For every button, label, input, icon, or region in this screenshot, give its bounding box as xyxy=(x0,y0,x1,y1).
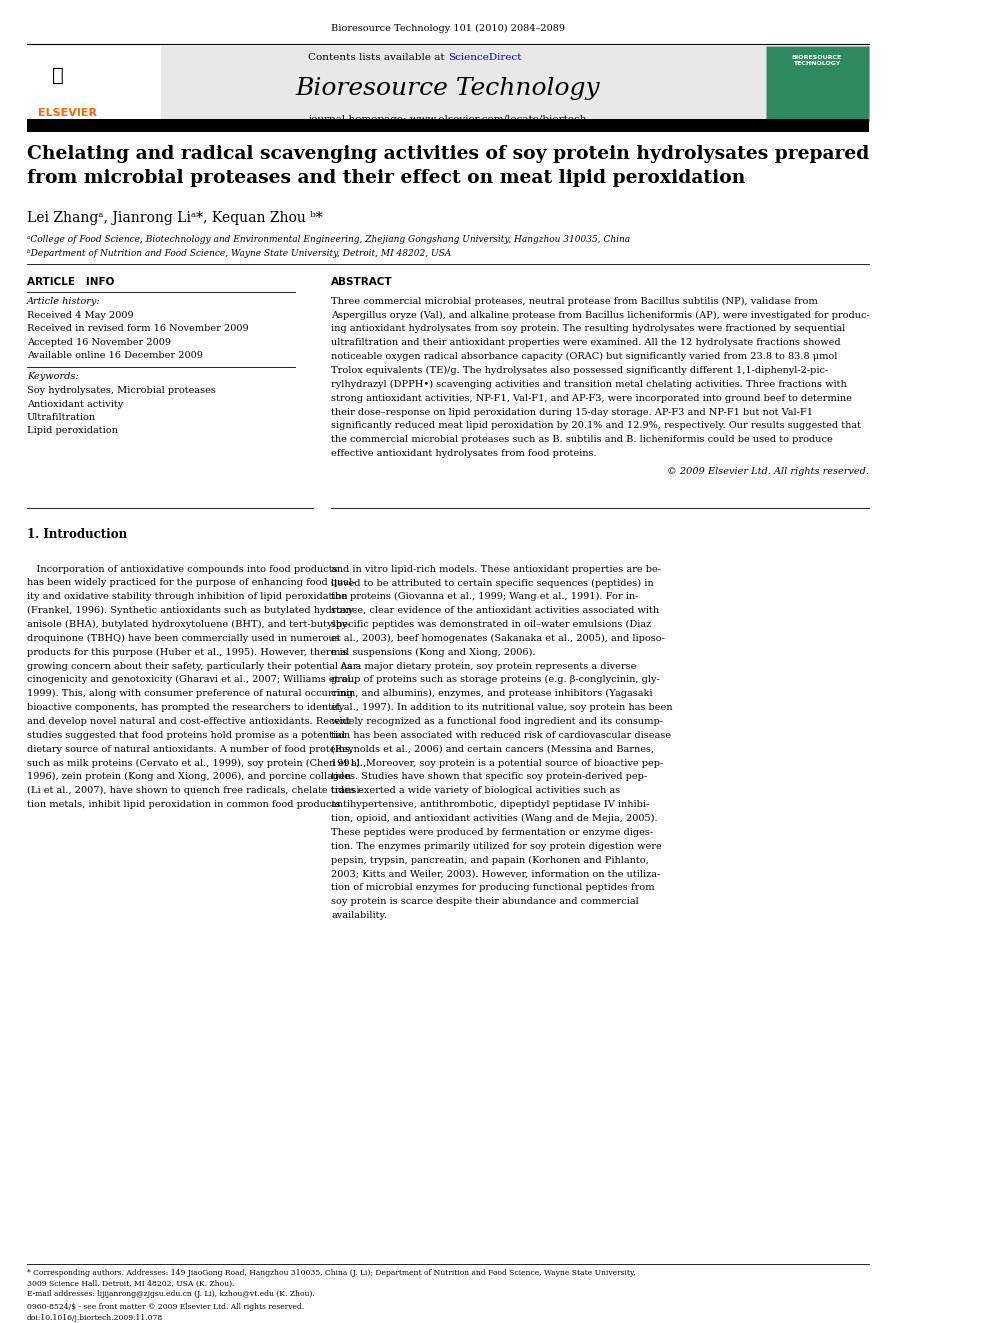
Text: soy protein is scarce despite their abundance and commercial: soy protein is scarce despite their abun… xyxy=(331,897,639,906)
Text: Lipid peroxidation: Lipid peroxidation xyxy=(27,426,118,435)
Text: rylhydrazyl (DPPH•) scavenging activities and transition metal chelating activit: rylhydrazyl (DPPH•) scavenging activitie… xyxy=(331,380,847,389)
Text: tides. Studies have shown that specific soy protein-derived pep-: tides. Studies have shown that specific … xyxy=(331,773,648,782)
Text: anisole (BHA), butylated hydroxytoluene (BHT), and tert-butylhy-: anisole (BHA), butylated hydroxytoluene … xyxy=(27,620,350,630)
Text: ABSTRACT: ABSTRACT xyxy=(331,277,393,287)
Text: et al., 2003), beef homogenates (Sakanaka et al., 2005), and liposo-: et al., 2003), beef homogenates (Sakanak… xyxy=(331,634,666,643)
Text: studies suggested that food proteins hold promise as a potential: studies suggested that food proteins hol… xyxy=(27,730,345,740)
Text: lieved to be attributed to certain specific sequences (peptides) in: lieved to be attributed to certain speci… xyxy=(331,578,654,587)
Text: availability.: availability. xyxy=(331,910,387,919)
Text: cinogenicity and genotoxicity (Gharavi et al., 2007; Williams et al.,: cinogenicity and genotoxicity (Gharavi e… xyxy=(27,675,356,684)
Text: stance, clear evidence of the antioxidant activities associated with: stance, clear evidence of the antioxidan… xyxy=(331,606,660,615)
Text: antihypertensive, antithrombotic, dipeptidyl peptidase IV inhibi-: antihypertensive, antithrombotic, dipept… xyxy=(331,800,650,810)
Text: their dose–response on lipid peroxidation during 15-day storage. AP-F3 and NP-F1: their dose–response on lipid peroxidatio… xyxy=(331,407,813,417)
Text: tion metals, inhibit lipid peroxidation in common food products: tion metals, inhibit lipid peroxidation … xyxy=(27,800,340,810)
Text: 1996), zein protein (Kong and Xiong, 2006), and porcine collagen: 1996), zein protein (Kong and Xiong, 200… xyxy=(27,773,351,782)
Text: © 2009 Elsevier Ltd. All rights reserved.: © 2009 Elsevier Ltd. All rights reserved… xyxy=(667,467,869,476)
Text: As a major dietary protein, soy protein represents a diverse: As a major dietary protein, soy protein … xyxy=(331,662,637,671)
Text: widely recognized as a functional food ingredient and its consump-: widely recognized as a functional food i… xyxy=(331,717,664,726)
Text: Keywords:: Keywords: xyxy=(27,372,78,381)
FancyBboxPatch shape xyxy=(27,119,869,132)
Text: the proteins (Giovanna et al., 1999; Wang et al., 1991). For in-: the proteins (Giovanna et al., 1999; Wan… xyxy=(331,593,639,602)
Text: Accepted 16 November 2009: Accepted 16 November 2009 xyxy=(27,337,171,347)
Text: Chelating and radical scavenging activities of soy protein hydrolysates prepared: Chelating and radical scavenging activit… xyxy=(27,146,869,187)
Text: mal suspensions (Kong and Xiong, 2006).: mal suspensions (Kong and Xiong, 2006). xyxy=(331,648,536,656)
Text: Ultrafiltration: Ultrafiltration xyxy=(27,413,96,422)
Text: journal homepage: www.elsevier.com/locate/biortech: journal homepage: www.elsevier.com/locat… xyxy=(309,115,587,124)
Text: cinin, and albumins), enzymes, and protease inhibitors (Yagasaki: cinin, and albumins), enzymes, and prote… xyxy=(331,689,653,699)
Text: (Frankel, 1996). Synthetic antioxidants such as butylated hydroxy-: (Frankel, 1996). Synthetic antioxidants … xyxy=(27,606,356,615)
Text: droquinone (TBHQ) have been commercially used in numerous: droquinone (TBHQ) have been commercially… xyxy=(27,634,339,643)
Text: Three commercial microbial proteases, neutral protease from Bacillus subtilis (N: Three commercial microbial proteases, ne… xyxy=(331,296,818,306)
Text: doi:10.1016/j.biortech.2009.11.078: doi:10.1016/j.biortech.2009.11.078 xyxy=(27,1314,163,1322)
Text: ity and oxidative stability through inhibition of lipid peroxidation: ity and oxidative stability through inhi… xyxy=(27,593,347,601)
Text: has been widely practiced for the purpose of enhancing food qual-: has been widely practiced for the purpos… xyxy=(27,578,355,587)
Text: ᵇDepartment of Nutrition and Food Science, Wayne State University, Detroit, MI 4: ᵇDepartment of Nutrition and Food Scienc… xyxy=(27,249,451,258)
Text: Lei Zhangᵃ, Jianrong Liᵃ*, Kequan Zhou ᵇ*: Lei Zhangᵃ, Jianrong Liᵃ*, Kequan Zhou ᵇ… xyxy=(27,212,322,225)
FancyBboxPatch shape xyxy=(766,46,869,122)
Text: ing antioxidant hydrolysates from soy protein. The resulting hydrolysates were f: ing antioxidant hydrolysates from soy pr… xyxy=(331,324,845,333)
Text: 2003; Kitts and Weiler, 2003). However, information on the utiliza-: 2003; Kitts and Weiler, 2003). However, … xyxy=(331,869,661,878)
Text: tion, opioid, and antioxidant activities (Wang and de Mejia, 2005).: tion, opioid, and antioxidant activities… xyxy=(331,814,658,823)
Text: group of proteins such as storage proteins (e.g. β-conglycinin, gly-: group of proteins such as storage protei… xyxy=(331,675,660,684)
FancyBboxPatch shape xyxy=(27,46,869,122)
Text: Bioresource Technology: Bioresource Technology xyxy=(296,77,600,99)
Text: strong antioxidant activities, NP-F1, Val-F1, and AP-F3, were incorporated into : strong antioxidant activities, NP-F1, Va… xyxy=(331,394,852,402)
Text: (Li et al., 2007), have shown to quench free radicals, chelate transi-: (Li et al., 2007), have shown to quench … xyxy=(27,786,363,795)
Text: significantly reduced meat lipid peroxidation by 20.1% and 12.9%, respectively. : significantly reduced meat lipid peroxid… xyxy=(331,422,861,430)
Text: 0960-8524/$ - see front matter © 2009 Elsevier Ltd. All rights reserved.: 0960-8524/$ - see front matter © 2009 El… xyxy=(27,1303,305,1311)
Text: Received in revised form 16 November 2009: Received in revised form 16 November 200… xyxy=(27,324,248,333)
Text: 1. Introduction: 1. Introduction xyxy=(27,528,127,541)
Text: growing concern about their safety, particularly their potential car-: growing concern about their safety, part… xyxy=(27,662,360,671)
Text: 🌳: 🌳 xyxy=(53,66,64,85)
Text: tion. The enzymes primarily utilized for soy protein digestion were: tion. The enzymes primarily utilized for… xyxy=(331,841,662,851)
Text: tion of microbial enzymes for producing functional peptides from: tion of microbial enzymes for producing … xyxy=(331,884,655,892)
Text: products for this purpose (Huber et al., 1995). However, there is: products for this purpose (Huber et al.,… xyxy=(27,648,347,656)
Text: the commercial microbial proteases such as B. subtilis and B. licheniformis coul: the commercial microbial proteases such … xyxy=(331,435,833,445)
Text: These peptides were produced by fermentation or enzyme diges-: These peptides were produced by fermenta… xyxy=(331,828,654,836)
Text: Contents lists available at: Contents lists available at xyxy=(308,53,447,62)
Text: and in vitro lipid-rich models. These antioxidant properties are be-: and in vitro lipid-rich models. These an… xyxy=(331,565,662,574)
Text: ELSEVIER: ELSEVIER xyxy=(38,108,96,118)
Text: E-mail addresses: lijijanrong@zjgsu.edu.cn (J. Li), kzhou@vt.edu (K. Zhou).: E-mail addresses: lijijanrong@zjgsu.edu.… xyxy=(27,1290,314,1298)
Text: ScienceDirect: ScienceDirect xyxy=(447,53,521,62)
Text: ARTICLE   INFO: ARTICLE INFO xyxy=(27,277,114,287)
Text: BIORESOURCE
TECHNOLOGY: BIORESOURCE TECHNOLOGY xyxy=(792,56,841,66)
Text: 3009 Science Hall, Detroit, MI 48202, USA (K. Zhou).: 3009 Science Hall, Detroit, MI 48202, US… xyxy=(27,1279,234,1287)
Text: bioactive components, has prompted the researchers to identify: bioactive components, has prompted the r… xyxy=(27,703,344,712)
Text: Incorporation of antioxidative compounds into food products: Incorporation of antioxidative compounds… xyxy=(27,565,337,574)
Text: noticeable oxygen radical absorbance capacity (ORAC) but significantly varied fr: noticeable oxygen radical absorbance cap… xyxy=(331,352,837,361)
Text: 1991). Moreover, soy protein is a potential source of bioactive pep-: 1991). Moreover, soy protein is a potent… xyxy=(331,758,664,767)
FancyBboxPatch shape xyxy=(27,46,161,122)
Text: Trolox equivalents (TE)/g. The hydrolysates also possessed significantly differe: Trolox equivalents (TE)/g. The hydrolysa… xyxy=(331,366,828,376)
Text: tion has been associated with reduced risk of cardiovascular disease: tion has been associated with reduced ri… xyxy=(331,730,672,740)
Text: Antioxidant activity: Antioxidant activity xyxy=(27,400,123,409)
Text: ᵃCollege of Food Science, Biotechnology and Environmental Engineering, Zhejiang : ᵃCollege of Food Science, Biotechnology … xyxy=(27,234,630,243)
Text: Received 4 May 2009: Received 4 May 2009 xyxy=(27,311,134,320)
Text: et al., 1997). In addition to its nutritional value, soy protein has been: et al., 1997). In addition to its nutrit… xyxy=(331,703,673,712)
Text: effective antioxidant hydrolysates from food proteins.: effective antioxidant hydrolysates from … xyxy=(331,448,597,458)
Text: such as milk proteins (Cervato et al., 1999), soy protein (Chen et al.,: such as milk proteins (Cervato et al., 1… xyxy=(27,758,366,767)
Text: Bioresource Technology 101 (2010) 2084–2089: Bioresource Technology 101 (2010) 2084–2… xyxy=(330,24,564,33)
Text: 1999). This, along with consumer preference of natural occurring: 1999). This, along with consumer prefere… xyxy=(27,689,353,699)
Text: specific peptides was demonstrated in oil–water emulsions (Diaz: specific peptides was demonstrated in oi… xyxy=(331,620,652,630)
Text: ultrafiltration and their antioxidant properties were examined. All the 12 hydro: ultrafiltration and their antioxidant pr… xyxy=(331,339,841,348)
Text: Article history:: Article history: xyxy=(27,296,100,306)
Text: and develop novel natural and cost-effective antioxidants. Recent: and develop novel natural and cost-effec… xyxy=(27,717,350,726)
Text: dietary source of natural antioxidants. A number of food proteins,: dietary source of natural antioxidants. … xyxy=(27,745,353,754)
Text: tides exerted a wide variety of biological activities such as: tides exerted a wide variety of biologic… xyxy=(331,786,620,795)
Text: Aspergillus oryze (Val), and alkaline protease from Bacillus licheniformis (AP),: Aspergillus oryze (Val), and alkaline pr… xyxy=(331,311,870,320)
Text: Available online 16 December 2009: Available online 16 December 2009 xyxy=(27,351,202,360)
Text: * Corresponding authors. Addresses: 149 JiaoGong Road, Hangzhou 310035, China (J: * Corresponding authors. Addresses: 149 … xyxy=(27,1269,636,1277)
Text: Soy hydrolysates, Microbial proteases: Soy hydrolysates, Microbial proteases xyxy=(27,386,215,396)
Text: pepsin, trypsin, pancreatin, and papain (Korhonen and Pihlanto,: pepsin, trypsin, pancreatin, and papain … xyxy=(331,856,649,864)
Text: (Reynolds et al., 2006) and certain cancers (Messina and Barnes,: (Reynolds et al., 2006) and certain canc… xyxy=(331,745,655,754)
